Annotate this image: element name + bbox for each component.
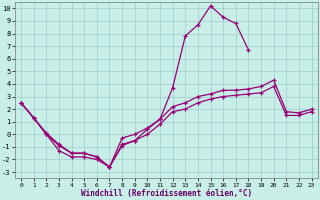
X-axis label: Windchill (Refroidissement éolien,°C): Windchill (Refroidissement éolien,°C) [81, 189, 252, 198]
